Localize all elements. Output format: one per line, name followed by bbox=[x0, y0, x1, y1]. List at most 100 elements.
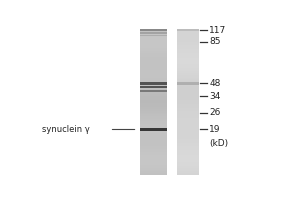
Bar bbox=[140, 156, 167, 157]
Bar bbox=[140, 61, 167, 62]
Bar bbox=[140, 119, 167, 120]
Text: synuclein γ: synuclein γ bbox=[42, 125, 90, 134]
Bar bbox=[140, 82, 167, 83]
Bar bbox=[140, 73, 167, 74]
Bar bbox=[140, 145, 167, 146]
Bar bbox=[140, 89, 167, 90]
Bar bbox=[177, 149, 199, 150]
Bar bbox=[140, 67, 167, 68]
Bar bbox=[140, 58, 167, 59]
Bar bbox=[140, 152, 167, 153]
Bar bbox=[177, 88, 199, 89]
Bar bbox=[177, 163, 199, 164]
Bar bbox=[140, 158, 167, 159]
Bar bbox=[177, 155, 199, 156]
Bar bbox=[177, 78, 199, 79]
Bar bbox=[140, 144, 167, 145]
Bar bbox=[177, 129, 199, 130]
Bar bbox=[140, 149, 167, 150]
Bar bbox=[177, 138, 199, 139]
Bar bbox=[177, 64, 199, 65]
Bar bbox=[177, 132, 199, 133]
Bar bbox=[177, 121, 199, 122]
Bar bbox=[140, 150, 167, 151]
Bar bbox=[177, 95, 199, 96]
Bar bbox=[177, 31, 199, 32]
Bar bbox=[177, 159, 199, 160]
Bar bbox=[177, 114, 199, 115]
Bar bbox=[177, 53, 199, 54]
Bar bbox=[140, 125, 167, 126]
Bar bbox=[140, 116, 167, 117]
Bar bbox=[140, 96, 167, 97]
Bar bbox=[177, 83, 199, 84]
Bar bbox=[177, 165, 199, 166]
Bar bbox=[177, 34, 199, 35]
Bar bbox=[177, 169, 199, 170]
Bar bbox=[177, 97, 199, 98]
Bar bbox=[140, 97, 167, 98]
Bar bbox=[177, 80, 199, 81]
Bar bbox=[177, 51, 199, 52]
Bar bbox=[140, 126, 167, 127]
Bar bbox=[177, 32, 199, 33]
Bar bbox=[177, 108, 199, 109]
Bar bbox=[140, 93, 167, 94]
Bar bbox=[177, 174, 199, 175]
Bar bbox=[140, 168, 167, 169]
Bar bbox=[177, 41, 199, 42]
Bar bbox=[140, 37, 167, 38]
Bar bbox=[140, 105, 167, 106]
Bar bbox=[140, 162, 167, 163]
Bar bbox=[177, 162, 199, 163]
Bar bbox=[177, 81, 199, 82]
Text: 26: 26 bbox=[209, 108, 220, 117]
Bar bbox=[177, 68, 199, 69]
Bar bbox=[177, 147, 199, 148]
Bar bbox=[177, 98, 199, 99]
Bar bbox=[177, 150, 199, 151]
Bar bbox=[177, 56, 199, 57]
Bar bbox=[177, 37, 199, 38]
Bar bbox=[140, 117, 167, 118]
Bar bbox=[140, 159, 167, 160]
Bar bbox=[140, 60, 167, 61]
Bar bbox=[140, 155, 167, 156]
Bar bbox=[177, 161, 199, 162]
Bar bbox=[177, 86, 199, 87]
Bar bbox=[177, 133, 199, 134]
Bar bbox=[177, 84, 199, 85]
Bar bbox=[177, 67, 199, 68]
Bar bbox=[177, 131, 199, 132]
Bar bbox=[140, 92, 167, 93]
Bar bbox=[177, 94, 199, 95]
Bar bbox=[177, 171, 199, 172]
Bar bbox=[140, 32, 167, 33]
Bar bbox=[177, 75, 199, 76]
Bar bbox=[177, 40, 199, 41]
Bar bbox=[177, 126, 199, 127]
Bar bbox=[177, 116, 199, 117]
Bar bbox=[140, 112, 167, 113]
Bar bbox=[177, 70, 199, 71]
Bar bbox=[140, 154, 167, 155]
Bar bbox=[177, 46, 199, 47]
Bar bbox=[140, 128, 167, 129]
Bar bbox=[177, 157, 199, 158]
Bar bbox=[140, 80, 167, 81]
Bar bbox=[140, 102, 167, 103]
Bar bbox=[140, 33, 167, 34]
Bar bbox=[177, 137, 199, 138]
Bar bbox=[177, 166, 199, 167]
Bar bbox=[140, 55, 167, 56]
Bar bbox=[140, 135, 167, 136]
Bar bbox=[140, 35, 167, 36]
Bar bbox=[140, 169, 167, 170]
Bar bbox=[177, 89, 199, 90]
Bar bbox=[177, 92, 199, 93]
Bar bbox=[177, 145, 199, 146]
Bar bbox=[177, 160, 199, 161]
Bar bbox=[140, 143, 167, 144]
Bar bbox=[140, 68, 167, 69]
Bar bbox=[140, 130, 167, 131]
